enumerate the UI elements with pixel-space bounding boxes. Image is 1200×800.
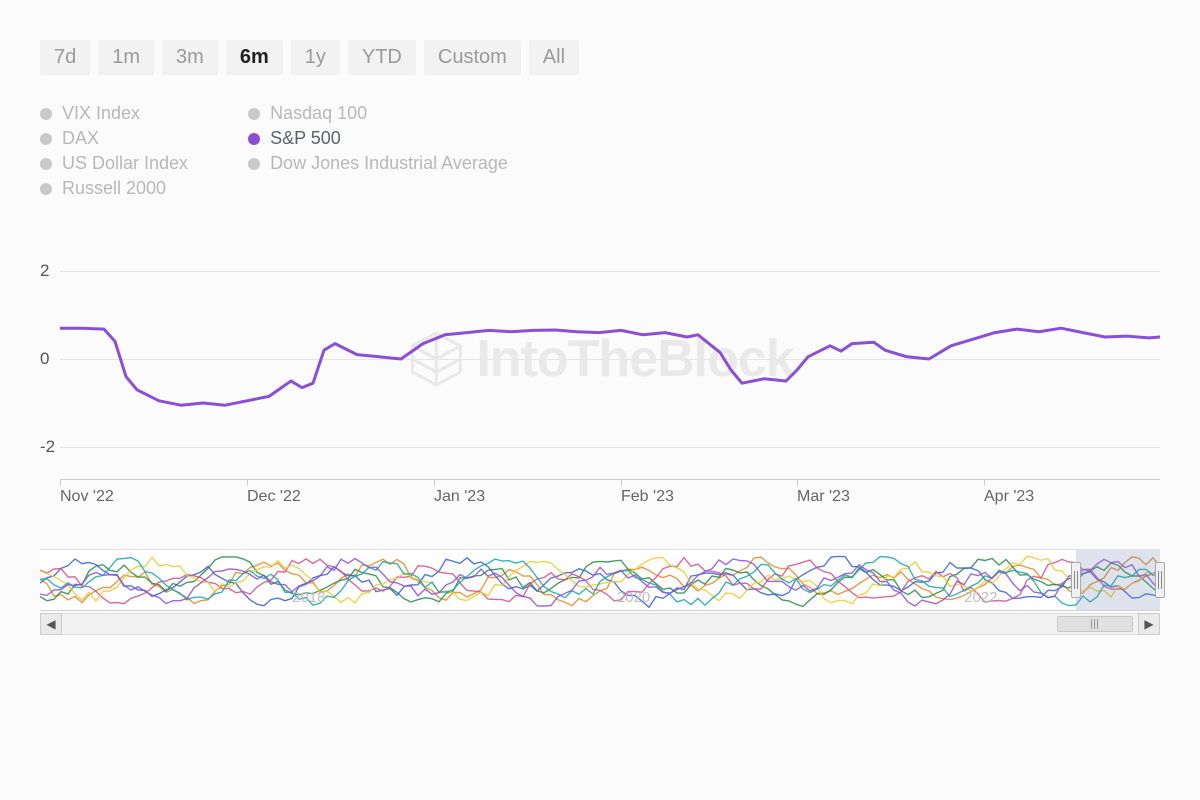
x-tick-label: Jan '23 [434,488,485,506]
y-tick-label: 0 [40,349,49,369]
scroll-left-button[interactable]: ◀ [40,613,62,635]
range-ytd[interactable]: YTD [348,40,416,75]
navigator-scrollbar: ◀ ▶ [40,613,1160,635]
range-6m[interactable]: 6m [226,40,283,75]
scroll-track[interactable] [62,613,1138,635]
range-7d[interactable]: 7d [40,40,90,75]
range-1y[interactable]: 1y [291,40,340,75]
scroll-thumb[interactable] [1057,616,1132,632]
legend-item-nasdaq-100[interactable]: Nasdaq 100 [248,103,508,124]
legend-label: Nasdaq 100 [270,103,367,124]
legend-item-dax[interactable]: DAX [40,128,188,149]
legend-item-us-dollar-index[interactable]: US Dollar Index [40,153,188,174]
range-selector: 7d1m3m6m1yYTDCustomAll [40,40,1160,75]
legend-label: VIX Index [62,103,140,124]
x-tick-label: Feb '23 [621,488,674,506]
navigator-selection[interactable] [1076,550,1160,610]
legend-item-russell-2000[interactable]: Russell 2000 [40,178,188,199]
legend-item-s-p-500[interactable]: S&P 500 [248,128,508,149]
y-tick-label: -2 [40,437,55,457]
legend-bullet-icon [40,158,52,170]
legend-item-vix-index[interactable]: VIX Index [40,103,188,124]
legend-bullet-icon [248,133,260,145]
x-tick-label: Nov '22 [60,488,114,506]
legend-bullet-icon [248,108,260,120]
legend-label: Dow Jones Industrial Average [270,153,508,174]
main-chart: -202 IntoTheBlock [40,249,1160,469]
navigator[interactable]: 2018 2020 2022 [40,549,1160,611]
navigator-handle-left[interactable] [1071,562,1081,598]
navigator-handle-right[interactable] [1155,562,1165,598]
legend-bullet-icon [40,133,52,145]
navigator-year-label: 2022 [964,589,997,606]
legend-bullet-icon [248,158,260,170]
range-all[interactable]: All [529,40,579,75]
chart-x-axis: Nov '22 Dec '22 Jan '23 Feb '23 Mar '23 Apr '… [60,479,1160,509]
legend-label: Russell 2000 [62,178,166,199]
chart-plot-area[interactable] [60,249,1160,469]
legend-label: S&P 500 [270,128,341,149]
legend-bullet-icon [40,108,52,120]
range-custom[interactable]: Custom [424,40,521,75]
scroll-right-button[interactable]: ▶ [1138,613,1160,635]
navigator-year-label: 2020 [617,589,650,606]
y-tick-label: 2 [40,261,49,281]
chart-legend: VIX IndexDAXUS Dollar IndexRussell 2000 … [40,103,1160,199]
legend-label: DAX [62,128,99,149]
legend-bullet-icon [40,183,52,195]
x-tick-label: Apr '23 [984,488,1034,506]
x-tick-label: Dec '22 [247,488,301,506]
legend-item-dow-jones-industrial-average[interactable]: Dow Jones Industrial Average [248,153,508,174]
series-line-sp500 [60,328,1160,405]
x-tick-label: Mar '23 [797,488,850,506]
range-3m[interactable]: 3m [162,40,218,75]
navigator-year-label: 2018 [292,589,325,606]
range-1m[interactable]: 1m [98,40,154,75]
legend-label: US Dollar Index [62,153,188,174]
